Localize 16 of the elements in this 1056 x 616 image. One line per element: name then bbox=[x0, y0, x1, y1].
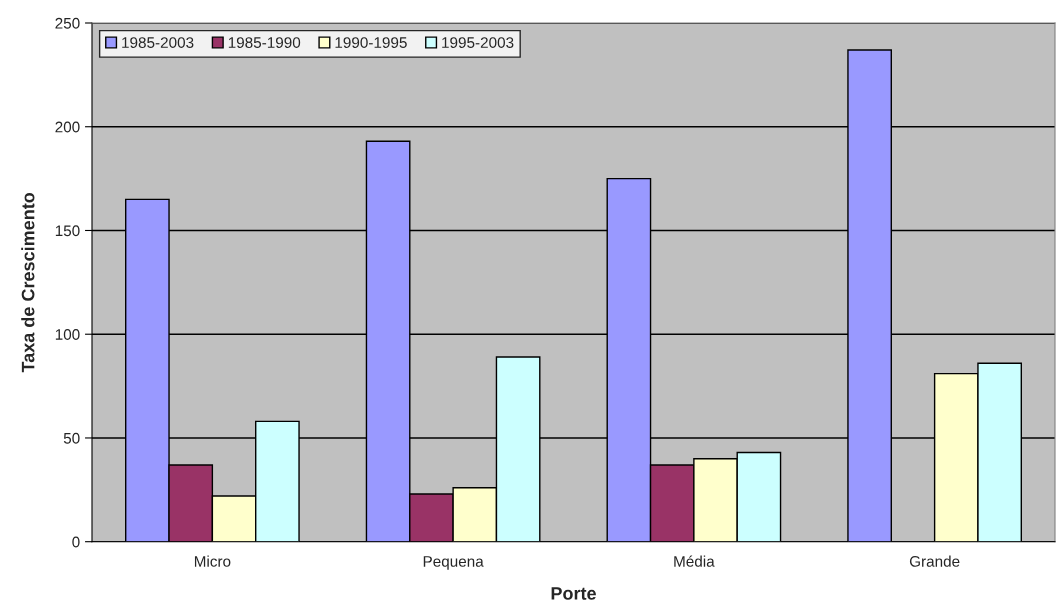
legend-label: 1990-1995 bbox=[335, 37, 407, 48]
x-tick-label: Pequena bbox=[423, 556, 484, 570]
legend-label: 1985-1990 bbox=[228, 37, 301, 48]
x-tick-label: Micro bbox=[194, 555, 231, 567]
x-tick-label: Média bbox=[674, 555, 715, 567]
x-tick-label: Grande bbox=[909, 555, 960, 567]
y-tick-label: 150 bbox=[55, 225, 80, 237]
y-tick-label: 200 bbox=[55, 121, 80, 133]
y-tick-label: 250 bbox=[55, 17, 80, 29]
legend-label: 1985-2003 bbox=[122, 37, 194, 48]
x-axis-title: Porte bbox=[551, 587, 596, 600]
y-axis-title: Taxa de Crescimento bbox=[21, 192, 35, 373]
y-tick-label: 100 bbox=[55, 329, 80, 340]
y-tick-label: 50 bbox=[63, 432, 80, 444]
legend-label: 1995-2003 bbox=[442, 37, 514, 48]
y-tick-label: 0 bbox=[72, 536, 80, 548]
